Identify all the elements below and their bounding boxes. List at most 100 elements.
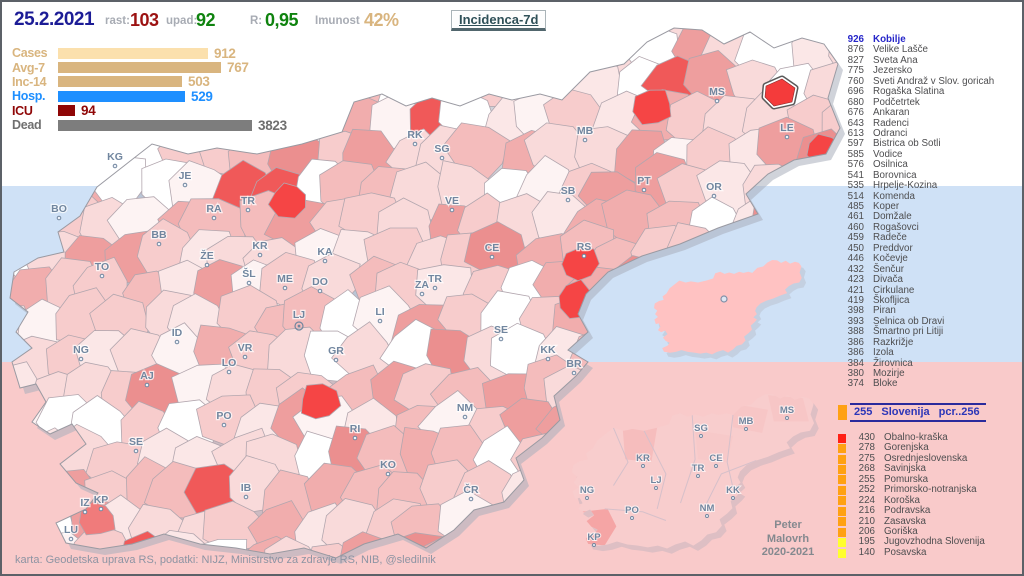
ranking-name: Osilnica (873, 159, 908, 171)
stat-bar (58, 47, 208, 59)
map-label-DO: DO (312, 276, 328, 288)
map-label-OR: OR (706, 181, 722, 193)
ranking-value: 514 (847, 190, 864, 202)
ranking-name: Mozirje (873, 368, 905, 379)
ranking-name: Divača (873, 274, 903, 286)
map-cell (516, 501, 580, 558)
stat-value: 767 (227, 60, 249, 76)
map-cell (10, 194, 59, 254)
ranking-name: Odranci (873, 127, 908, 139)
stat-bar (58, 119, 252, 131)
region-value: 275 (858, 452, 875, 464)
region-row: 268 Savinjska (838, 463, 1022, 474)
region-value: 210 (858, 515, 875, 527)
region-value: 430 (858, 432, 875, 443)
incidenca-7d-button[interactable]: Incidenca-7d (451, 10, 547, 31)
map-label-ME: ME (277, 273, 293, 285)
ranking-name: Kočevje (873, 253, 908, 265)
map-label-PO: PO (216, 410, 231, 422)
ranking-row: 386 Razkrižje (838, 336, 1022, 348)
ranking-value: 393 (847, 315, 864, 327)
map-label-VE: VE (445, 195, 459, 207)
map-label-LO: LO (222, 357, 237, 369)
map-cell (754, 28, 819, 43)
ranking-row: 461 Domžale (838, 211, 1022, 223)
stat-label: Hosp. (12, 89, 46, 104)
map-label-ŽE: ŽE (200, 249, 213, 262)
ranking-row: 514 Komenda (838, 190, 1022, 202)
inset-label-SG: SG (694, 423, 708, 434)
author-line: 2020-2021 (761, 546, 815, 558)
map-label-BO: BO (51, 203, 67, 215)
inset-label-TR: TR (692, 463, 705, 474)
highlighted-municipality-kobilje[interactable] (761, 75, 799, 110)
ranking-row: 419 Škofljica (838, 294, 1022, 306)
ranking-row: 485 Koper (838, 201, 1022, 212)
ranking-value: 485 (847, 201, 864, 212)
slovenia-value: 255 (854, 406, 873, 418)
ranking-name: Radenci (873, 117, 909, 129)
map-cell (761, 329, 819, 392)
country-outline (9, 27, 841, 559)
map-cell (577, 28, 641, 55)
map-label-AJ: AJ (140, 370, 154, 382)
map-label-MS: MS (709, 86, 725, 98)
ranking-row: 460 Rogašovci (838, 222, 1022, 233)
hot-cell (300, 383, 342, 420)
ranking-value: 450 (847, 242, 864, 254)
ranking-value: 676 (847, 107, 864, 119)
ranking-value: 775 (847, 65, 864, 77)
region-color-square (838, 527, 846, 537)
stat-bar (58, 62, 221, 74)
ranking-row: 432 Šenčur (838, 264, 1022, 275)
ranking-value: 384 (847, 357, 864, 369)
map-cell (521, 30, 586, 82)
map-cell (10, 196, 30, 259)
rast-label: rast: (105, 15, 130, 27)
stat-bar (58, 105, 75, 117)
region-value: 255 (858, 473, 875, 485)
inset-label-KP: KP (587, 532, 601, 543)
map-cell (760, 462, 814, 523)
map-cell (587, 292, 653, 348)
ranking-value: 461 (847, 211, 864, 223)
ranking-row: 613 Odranci (838, 127, 1022, 139)
map-label-RI: RI (350, 423, 361, 435)
stat-value: 912 (214, 45, 236, 61)
map-cell (10, 161, 46, 218)
ranking-value: 760 (847, 75, 864, 87)
ranking-name: Žirovnica (873, 357, 913, 369)
ranking-name: Kobilje (873, 34, 906, 45)
ranking-name: Škofljica (873, 294, 910, 306)
ranking-value: 388 (847, 326, 864, 338)
region-row: 216 Podravska (838, 505, 1022, 516)
map-label-ŠL: ŠL (242, 267, 256, 280)
region-value: 278 (858, 442, 875, 454)
map-cell (10, 132, 23, 190)
region-row: 275 Osrednjeslovenska (838, 452, 1022, 464)
map-cell (10, 323, 18, 388)
map-label-BR: BR (566, 358, 582, 370)
region-name: Posavska (884, 546, 927, 558)
map-label-IB: IB (241, 482, 252, 494)
map-label-JE: JE (179, 170, 192, 182)
ranking-row: 386 Izola (838, 347, 1022, 359)
stat-row: Hosp. 529 (12, 89, 312, 104)
map-label-SE: SE (494, 324, 508, 336)
ranking-name: Radeče (873, 232, 907, 244)
map-label-IZ: IZ (80, 497, 90, 509)
ranking-row: 398 Piran (838, 305, 1022, 316)
inset-center-marker (720, 295, 728, 303)
stats-bar-chart: Cases 912 Avg-7 767 Inc-14 503 Hosp. 529 ICU 94 De… (12, 45, 312, 133)
ranking-value: 386 (847, 336, 864, 348)
ranking-value: 386 (847, 347, 864, 359)
map-source-credit: karta: Geodetska uprava RS, podatki: NIJ… (15, 554, 436, 566)
hot-cell (561, 248, 600, 282)
map-cell (10, 438, 42, 489)
ranking-name: Borovnica (873, 169, 917, 181)
author-line: Malovrh (766, 532, 810, 545)
ranking-row: 926 Kobilje (838, 34, 1022, 45)
map-label-LJ: LJ (293, 309, 305, 321)
municipality-labels: KG JE RA TR BO BB KR KA ŽE TO ŠL ME DO LJ ID NG VR GR LO AJ… (50, 85, 795, 542)
